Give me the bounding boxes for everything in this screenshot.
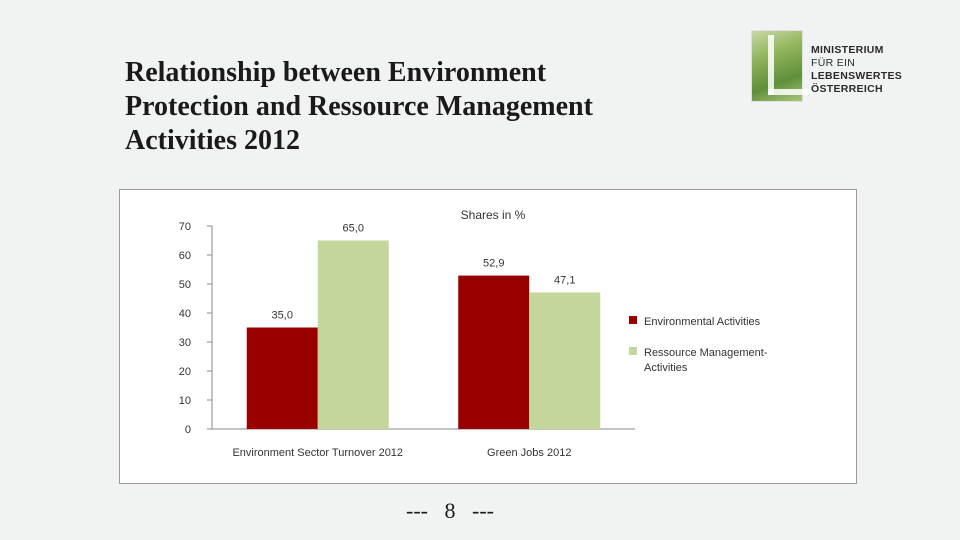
logo-line-2: FÜR EIN: [811, 57, 856, 69]
logo-picture: [751, 30, 812, 102]
logo-text: MINISTERIUM FÜR EIN LEBENSWERTES ÖSTERRE…: [811, 44, 931, 96]
logo-line-4: ÖSTERREICH: [811, 83, 883, 95]
bar-environmental-1: [246, 327, 318, 429]
data-label: 52,9: [483, 258, 504, 270]
y-tick-label: 10: [179, 395, 191, 407]
y-tick-label: 70: [179, 221, 191, 233]
bar-chart: Shares in % 0 10 20 30 40 50 60 70 35,0 65,0 Enviro…: [179, 208, 768, 459]
y-tick-label: 50: [179, 279, 191, 291]
x-tick-label: Green Jobs 2012: [487, 447, 571, 459]
ministry-logo: MINISTERIUM FÜR EIN LEBENSWERTES ÖSTERRE…: [751, 30, 931, 102]
x-tick-label: Environment Sector Turnover 2012: [232, 447, 403, 459]
slide-title-line-2: Protection and Ressource Management: [125, 91, 593, 122]
y-tick-label: 30: [179, 337, 191, 349]
legend-swatch: [629, 347, 637, 355]
legend-label: Activities: [644, 362, 688, 374]
logo-line-1: MINISTERIUM: [811, 44, 884, 56]
slide-title: Relationship between Environment Protect…: [125, 56, 725, 158]
y-tick-label: 40: [179, 308, 191, 320]
chart-title: Shares in %: [461, 208, 526, 222]
slide-title-line-1: Relationship between Environment: [125, 57, 547, 88]
y-tick-label: 60: [179, 250, 191, 262]
legend-label: Ressource Management-: [644, 347, 768, 359]
bar-environmental-2: [458, 275, 530, 429]
y-tick-label: 0: [185, 424, 191, 436]
y-tick-label: 20: [179, 366, 191, 378]
logo-line-3: LEBENSWERTES: [811, 70, 903, 82]
page-number: --- 8 ---: [406, 498, 494, 523]
bar-ressource-1: [317, 240, 389, 429]
data-label: 65,0: [343, 223, 364, 235]
legend-swatch: [629, 316, 637, 324]
data-label: 35,0: [272, 310, 293, 322]
bar-ressource-2: [529, 292, 601, 429]
legend-label: Environmental Activities: [644, 316, 761, 328]
data-label: 47,1: [554, 274, 575, 286]
slide-title-line-3: Activities 2012: [125, 125, 300, 156]
chart-container: Shares in % 0 10 20 30 40 50 60 70 35,0 65,0 Enviro…: [119, 189, 857, 484]
